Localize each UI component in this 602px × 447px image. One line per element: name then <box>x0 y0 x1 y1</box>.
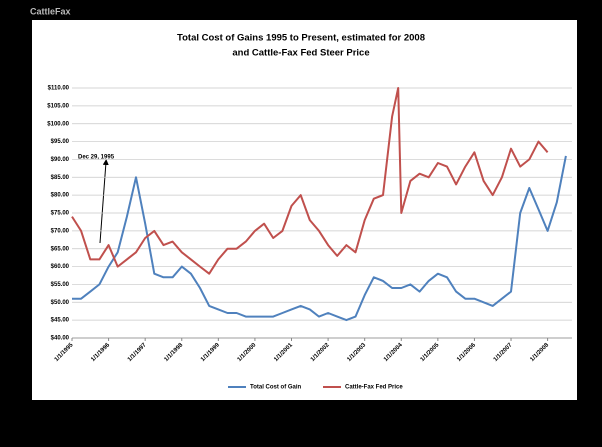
y-tick-label: $90.00 <box>51 157 70 163</box>
chart-title: Total Cost of Gains 1995 to Present, est… <box>177 33 425 44</box>
y-tick-label: $40.00 <box>51 336 70 342</box>
series-line <box>72 155 567 322</box>
y-tick-label: $50.00 <box>51 300 70 306</box>
y-tick-label: $55.00 <box>51 282 70 288</box>
y-tick-label: $105.00 <box>47 103 69 109</box>
y-tick-label: $70.00 <box>51 228 70 234</box>
y-tick-label: $110.00 <box>48 86 70 92</box>
y-tick-label: $60.00 <box>51 264 70 270</box>
y-tick-label: $80.00 <box>51 193 70 199</box>
y-tick-label: $45.00 <box>51 318 70 324</box>
y-tick-label: $95.00 <box>51 139 70 145</box>
annotation: Dec 29, 1995 <box>78 155 115 161</box>
y-tick-label: $75.00 <box>51 211 70 217</box>
y-tick-label: $100.00 <box>47 121 69 127</box>
y-tick-label: $65.00 <box>51 246 70 252</box>
brand-logo: CattleFax <box>30 6 71 16</box>
chart-panel <box>32 20 577 400</box>
annotation-arrow <box>99 159 109 244</box>
chart-subtitle: and Cattle-Fax Fed Steer Price <box>232 48 369 59</box>
y-tick-label: $85.00 <box>51 175 70 181</box>
legend-label: Cattle-Fax Fed Price <box>345 385 403 391</box>
legend-label: Total Cost of Gain <box>250 385 302 391</box>
series-line <box>71 87 549 275</box>
